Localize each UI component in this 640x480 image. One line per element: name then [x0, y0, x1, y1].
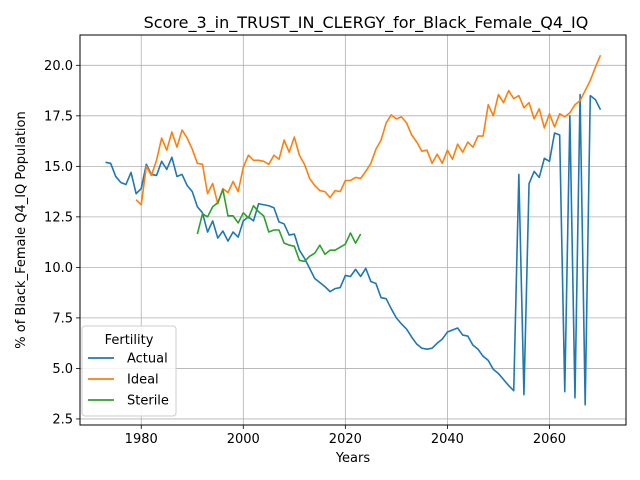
series-line-ideal [135, 54, 602, 206]
series-lines [105, 54, 602, 406]
y-axis-title: % of Black_Female Q4_IQ Population [14, 111, 29, 348]
y-tick-label: 15.0 [44, 160, 73, 175]
x-tick-label: 1980 [125, 432, 158, 447]
x-axis-title: Years [335, 451, 371, 466]
y-tick-label: 5.0 [52, 362, 73, 377]
legend-label-ideal: Ideal [127, 373, 159, 388]
y-tick-label: 2.5 [52, 412, 73, 427]
legend-entries: Actual Ideal Sterile [88, 352, 169, 409]
series-line-actual [105, 93, 602, 406]
y-tick-label: 20.0 [44, 59, 73, 74]
grid [80, 35, 626, 425]
y-tick-label: 10.0 [44, 261, 73, 276]
y-tick-label: 12.5 [44, 210, 73, 225]
chart-title: Score_3_in_TRUST_IN_CLERGY_for_Black_Fem… [144, 13, 589, 33]
legend-box [81, 325, 177, 417]
legend-label-actual: Actual [127, 352, 168, 367]
legend-title: Fertility [105, 333, 154, 348]
x-tick-label: 2060 [533, 432, 566, 447]
x-tick-label: 2020 [329, 432, 362, 447]
legend: Fertility Actual Ideal Sterile [81, 325, 177, 417]
axis-ticks: 1980 2000 2020 2040 2060 2.5 5.0 7.5 10.0 12.5 15.… [44, 59, 566, 447]
y-tick-label: 7.5 [52, 311, 73, 326]
x-tick-label: 2040 [431, 432, 464, 447]
plot-area-frame [79, 34, 627, 426]
series-line-sterile [196, 188, 362, 263]
y-tick-label: 17.5 [44, 109, 73, 124]
x-tick-label: 2000 [227, 432, 260, 447]
legend-label-sterile: Sterile [127, 394, 169, 409]
